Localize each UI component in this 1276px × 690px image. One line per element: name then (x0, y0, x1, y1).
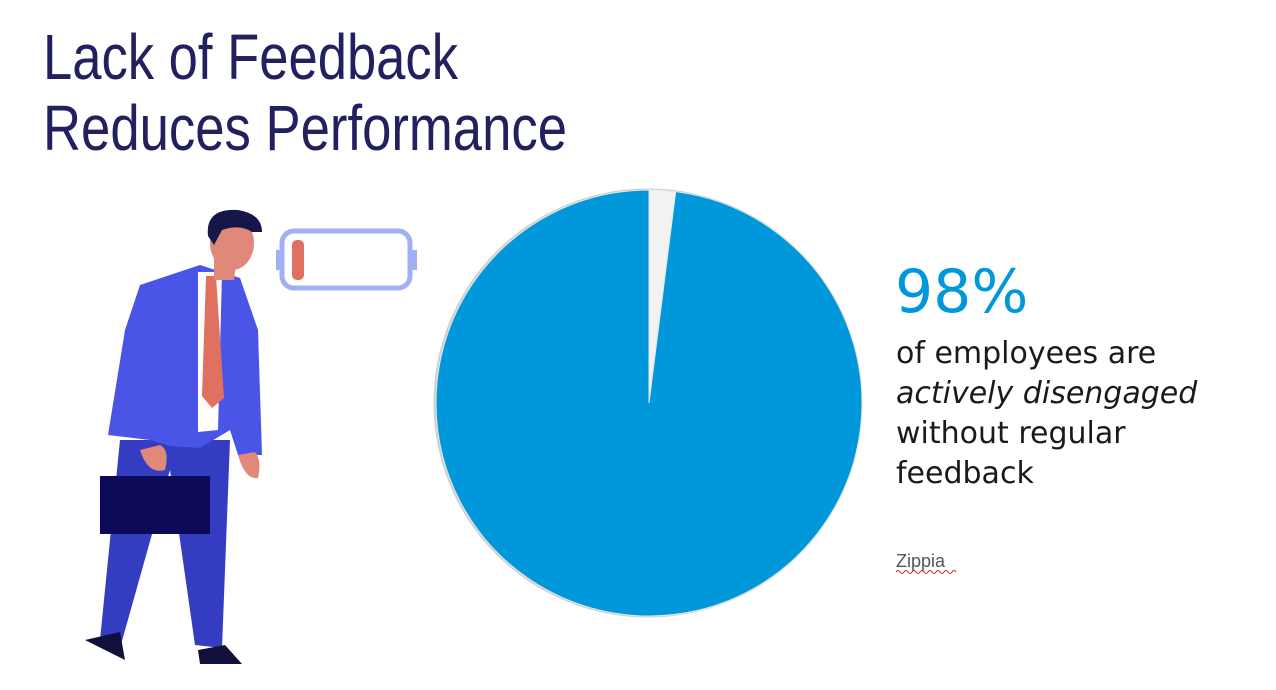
illustration (85, 209, 417, 664)
description: of employees are (896, 336, 1156, 371)
spell-underline (895, 570, 957, 574)
description: feedback (896, 456, 1034, 491)
tie (202, 276, 224, 408)
pie (433, 188, 863, 618)
value-label: 98% (895, 257, 1028, 327)
hand (140, 445, 167, 471)
battery-tip (410, 250, 417, 270)
shoe (85, 632, 125, 660)
description: actively disengaged (896, 376, 1198, 411)
pie-slice (435, 189, 863, 617)
battery-tip (276, 250, 282, 270)
battery-level (292, 240, 304, 280)
description: without regular (896, 416, 1126, 451)
hair (207, 209, 262, 245)
shoe (198, 645, 242, 664)
source: Zippia (896, 551, 946, 571)
briefcase (100, 476, 210, 534)
title-line: Lack of Feedback (43, 21, 459, 93)
hand (238, 452, 260, 479)
jacket (108, 265, 262, 455)
title-line: Reduces Performance (43, 92, 567, 164)
